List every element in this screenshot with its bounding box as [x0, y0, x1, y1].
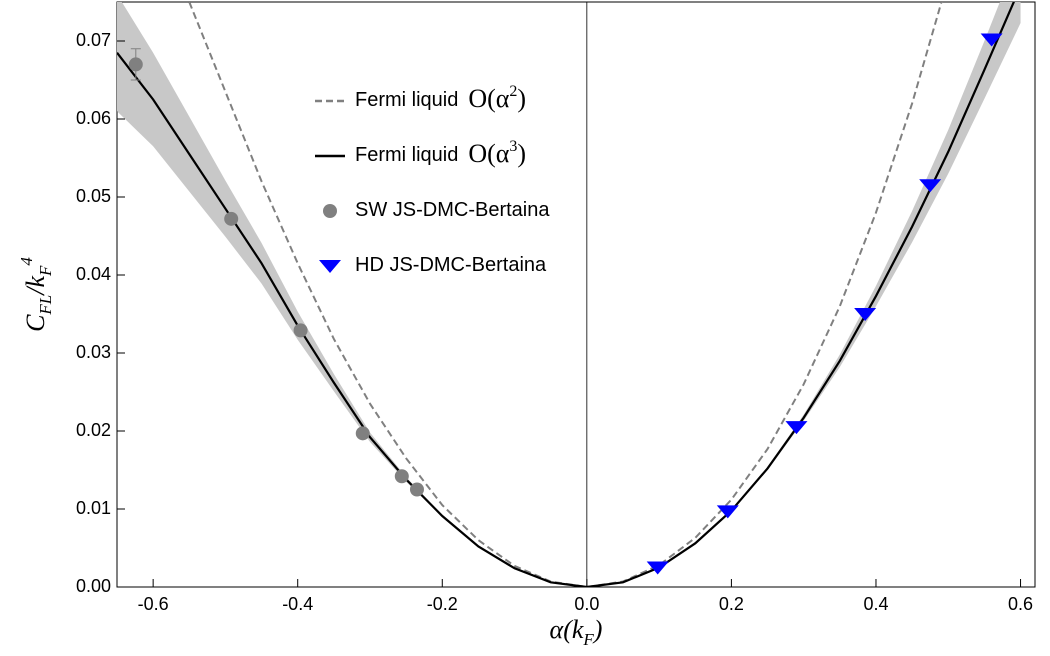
y-tick-label: 0.01	[76, 498, 111, 518]
data-point	[319, 260, 341, 273]
y-tick-label: 0.00	[76, 576, 111, 596]
label-part: F	[36, 265, 55, 277]
legend-label: HD JS-DMC-Bertaina	[355, 254, 547, 276]
data-point	[854, 308, 877, 321]
curve	[117, 2, 1015, 587]
x-tick-label: -0.2	[427, 594, 458, 614]
data-point	[785, 421, 808, 435]
uncertainty-band	[117, 2, 1021, 587]
legend-math: )	[517, 84, 526, 113]
legend-name: SW JS-DMC-Bertaina	[355, 199, 550, 221]
legend-label: SW JS-DMC-Bertaina	[355, 199, 550, 221]
legend-math: )	[517, 139, 526, 168]
data-point	[646, 561, 669, 575]
label-part: FL	[36, 295, 55, 316]
y-tick-label: 0.02	[76, 420, 111, 440]
plot-frame	[116, 1, 1036, 588]
label-part: α	[550, 615, 565, 644]
legend-name: HD JS-DMC-Bertaina	[355, 254, 547, 276]
data-point	[394, 469, 409, 484]
legend-math: 3	[509, 138, 517, 155]
legend-name: Fermi liquid	[355, 89, 458, 111]
x-tick-label: 0.6	[1008, 594, 1033, 614]
legend-label: Fermi liquid O(α3)	[355, 138, 526, 168]
data-point	[224, 211, 239, 226]
data-point	[293, 323, 308, 338]
y-tick-label: 0.05	[76, 186, 111, 206]
y-label: CFL/kF4	[17, 257, 55, 332]
x-tick-label: 0.0	[574, 594, 599, 614]
legend-name: Fermi liquid	[355, 144, 458, 166]
y-tick-label: 0.07	[76, 30, 111, 50]
y-tick-label: 0.03	[76, 342, 111, 362]
label-part: 4	[17, 257, 36, 266]
data-point	[919, 179, 942, 193]
x-tick-label: 0.4	[863, 594, 888, 614]
legend-math: O(α	[468, 84, 509, 113]
x-tick-label: 0.2	[719, 594, 744, 614]
label-part: C	[21, 314, 50, 332]
legend-math: 2	[509, 83, 517, 100]
data-point	[980, 33, 1003, 47]
label-part: F	[582, 630, 594, 649]
legend-math: O(α	[468, 139, 509, 168]
data-point	[409, 482, 424, 497]
x-tick-label: -0.4	[282, 594, 313, 614]
legend-label: Fermi liquid O(α2)	[355, 83, 526, 113]
plot-area	[117, 2, 1021, 587]
data-point	[323, 204, 337, 218]
y-tick-label: 0.06	[76, 108, 111, 128]
label-part: (k	[563, 615, 584, 644]
x-tick-label: -0.6	[138, 594, 169, 614]
y-tick-label: 0.04	[76, 264, 111, 284]
x-label: α(kF)	[550, 615, 603, 649]
data-point	[128, 57, 143, 72]
curve	[188, 2, 943, 587]
label-part: /k	[21, 276, 50, 297]
data-point	[355, 426, 370, 441]
data-point	[716, 505, 739, 519]
label-part: )	[592, 615, 603, 644]
